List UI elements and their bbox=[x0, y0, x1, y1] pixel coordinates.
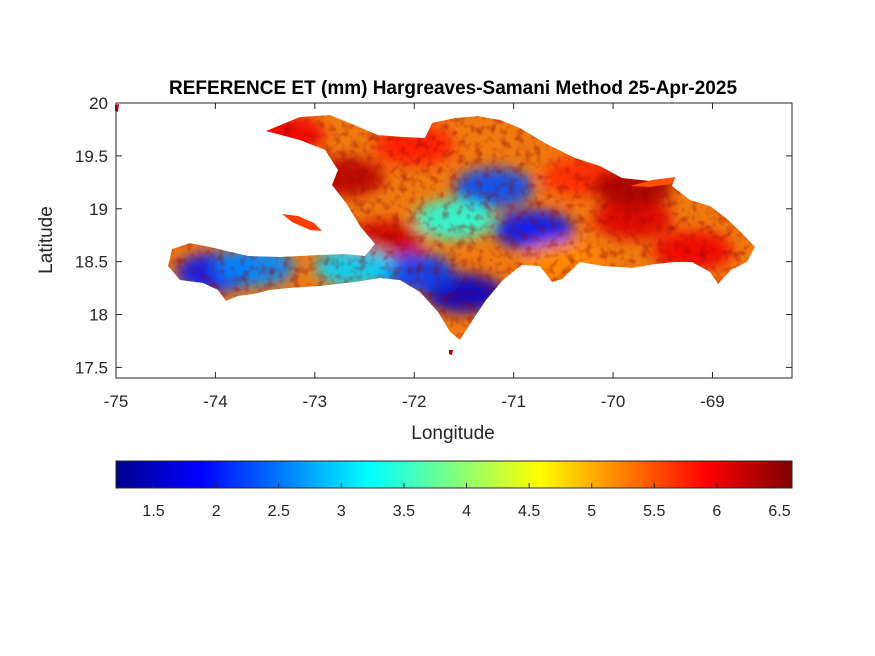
y-tick-label: 19 bbox=[89, 200, 108, 219]
y-axis: 17.5 18 18.5 19 19.5 20 bbox=[75, 94, 792, 377]
colorbar-tick-label: 5 bbox=[587, 503, 596, 520]
y-tick-label: 17.5 bbox=[75, 358, 108, 377]
colorbar bbox=[115, 460, 793, 489]
x-tick-label: -70 bbox=[601, 392, 626, 411]
x-tick-label: -75 bbox=[104, 392, 129, 411]
small-islands bbox=[115, 104, 676, 355]
colorbar-tick-label: 2.5 bbox=[268, 503, 290, 520]
y-tick-label: 20 bbox=[89, 94, 108, 113]
map-title: REFERENCE ET (mm) Hargreaves-Samani Meth… bbox=[169, 78, 737, 99]
x-tick-label: -74 bbox=[203, 392, 228, 411]
small-island bbox=[449, 350, 453, 355]
x-tick-label: -72 bbox=[402, 392, 427, 411]
colorbar-tick-label: 3.5 bbox=[393, 503, 415, 520]
colorbar-tick-label: 2 bbox=[212, 503, 221, 520]
small-island bbox=[282, 214, 322, 231]
y-tick-label: 18 bbox=[89, 306, 108, 325]
x-tick-label: -69 bbox=[700, 392, 725, 411]
x-tick-label: -73 bbox=[303, 392, 328, 411]
colorbar-tick-label: 6.5 bbox=[768, 503, 790, 520]
colorbar-tick-label: 4 bbox=[462, 503, 471, 520]
plot-frame bbox=[115, 102, 793, 379]
y-axis-label: Latitude bbox=[36, 206, 57, 274]
y-tick-label: 19.5 bbox=[75, 147, 108, 166]
colorbar-tick-label: 5.5 bbox=[643, 503, 665, 520]
y-tick-label: 18.5 bbox=[75, 253, 108, 272]
colorbar-tick-label: 1.5 bbox=[142, 503, 164, 520]
colorbar-tick-label: 3 bbox=[337, 503, 346, 520]
x-tick-label: -71 bbox=[501, 392, 526, 411]
colorbar-ticks: 1.5 2 2.5 3 3.5 4 4.5 5 5.5 6 6.5 bbox=[142, 483, 791, 520]
small-island bbox=[630, 177, 676, 187]
colorbar-tick-label: 6 bbox=[712, 503, 721, 520]
colorbar-tick-label: 4.5 bbox=[518, 503, 540, 520]
x-axis: -75 -74 -73 -72 -71 -70 -69 bbox=[104, 103, 725, 411]
x-axis-label: Longitude bbox=[411, 423, 494, 444]
